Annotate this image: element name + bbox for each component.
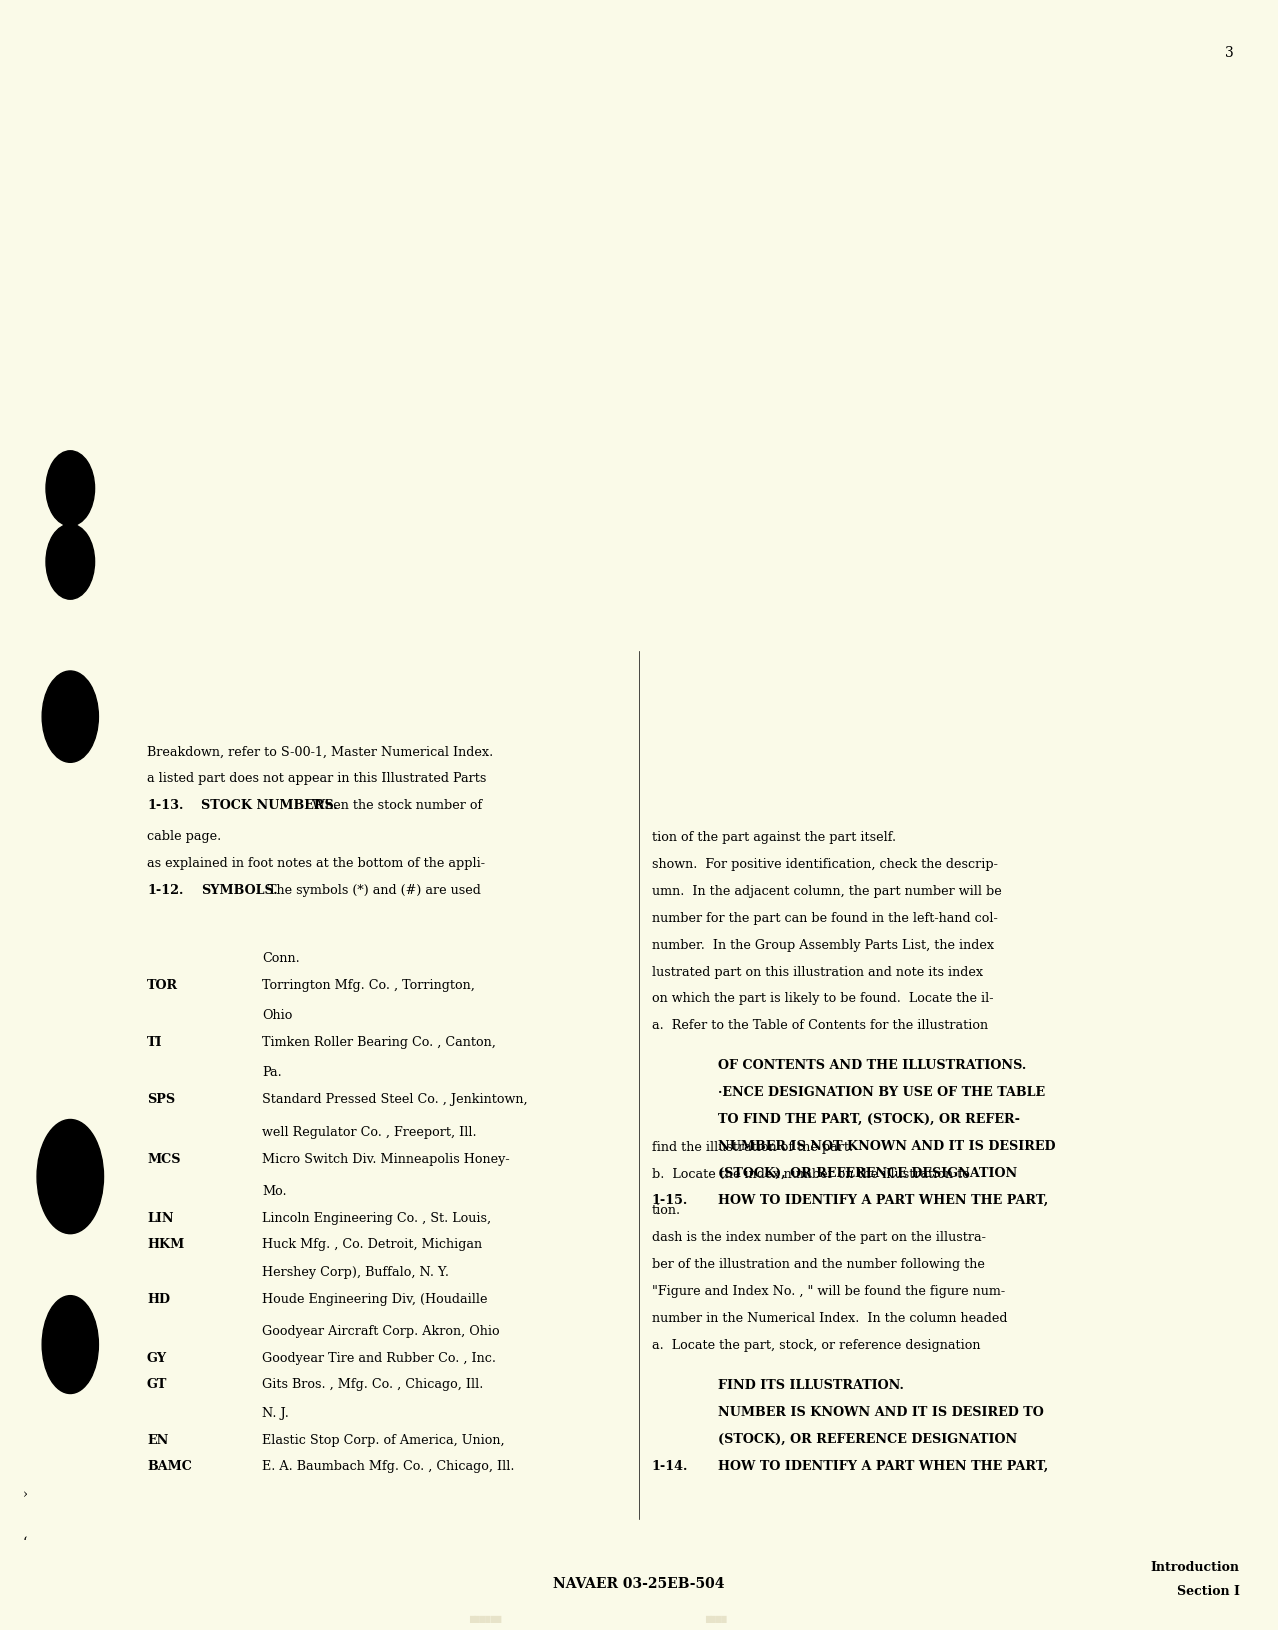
- Text: Torrington Mfg. Co. , Torrington,: Torrington Mfg. Co. , Torrington,: [262, 978, 475, 991]
- Text: NAVAER 03-25EB-504: NAVAER 03-25EB-504: [553, 1576, 725, 1591]
- Text: 1-13.: 1-13.: [147, 799, 183, 812]
- Text: ‘: ‘: [23, 1535, 27, 1550]
- Text: find the illustration of the part.: find the illustration of the part.: [652, 1139, 852, 1152]
- Text: SPS: SPS: [147, 1092, 175, 1105]
- Text: Lincoln Engineering Co. , St. Louis,: Lincoln Engineering Co. , St. Louis,: [262, 1211, 491, 1224]
- Ellipse shape: [42, 672, 98, 763]
- Text: Mo.: Mo.: [262, 1183, 286, 1196]
- Text: HKM: HKM: [147, 1237, 184, 1250]
- Text: When the stock number of: When the stock number of: [304, 799, 483, 812]
- Text: Conn.: Conn.: [262, 952, 300, 963]
- Text: EN: EN: [147, 1433, 169, 1446]
- Text: GY: GY: [147, 1351, 167, 1364]
- Text: lustrated part on this illustration and note its index: lustrated part on this illustration and …: [652, 965, 983, 978]
- Text: E. A. Baumbach Mfg. Co. , Chicago, Ill.: E. A. Baumbach Mfg. Co. , Chicago, Ill.: [262, 1459, 515, 1472]
- Text: TOR: TOR: [147, 978, 178, 991]
- Text: number.  In the Group Assembly Parts List, the index: number. In the Group Assembly Parts List…: [652, 937, 994, 950]
- Text: ›: ›: [23, 1487, 28, 1500]
- Text: well Regulator Co. , Freeport, Ill.: well Regulator Co. , Freeport, Ill.: [262, 1125, 477, 1138]
- Text: TO FIND THE PART, (STOCK), OR REFER-: TO FIND THE PART, (STOCK), OR REFER-: [718, 1112, 1020, 1125]
- Text: Section I: Section I: [1177, 1584, 1240, 1597]
- Text: Huck Mfg. , Co. Detroit, Michigan: Huck Mfg. , Co. Detroit, Michigan: [262, 1237, 482, 1250]
- Text: FIND ITS ILLUSTRATION.: FIND ITS ILLUSTRATION.: [718, 1379, 904, 1390]
- Text: Hershey Corp), Buffalo, N. Y.: Hershey Corp), Buffalo, N. Y.: [262, 1265, 449, 1278]
- Text: as explained in foot notes at the bottom of the appli-: as explained in foot notes at the bottom…: [147, 857, 484, 869]
- Text: 3: 3: [1224, 46, 1233, 60]
- Text: HOW TO IDENTIFY A PART WHEN THE PART,: HOW TO IDENTIFY A PART WHEN THE PART,: [718, 1459, 1048, 1472]
- Text: 1-14.: 1-14.: [652, 1459, 688, 1472]
- Text: Ohio: Ohio: [262, 1007, 293, 1020]
- Text: Elastic Stop Corp. of America, Union,: Elastic Stop Corp. of America, Union,: [262, 1433, 505, 1446]
- Text: LIN: LIN: [147, 1211, 174, 1224]
- Text: Pa.: Pa.: [262, 1066, 281, 1077]
- Text: Standard Pressed Steel Co. , Jenkintown,: Standard Pressed Steel Co. , Jenkintown,: [262, 1092, 528, 1105]
- Text: NUMBER IS NOT KNOWN AND IT IS DESIRED: NUMBER IS NOT KNOWN AND IT IS DESIRED: [718, 1139, 1056, 1152]
- Text: a.  Locate the part, stock, or reference designation: a. Locate the part, stock, or reference …: [652, 1338, 980, 1351]
- Text: (STOCK), OR REFERENCE DESIGNATION: (STOCK), OR REFERENCE DESIGNATION: [718, 1433, 1017, 1444]
- Text: Gits Bros. , Mfg. Co. , Chicago, Ill.: Gits Bros. , Mfg. Co. , Chicago, Ill.: [262, 1377, 483, 1390]
- Text: MCS: MCS: [147, 1152, 180, 1165]
- Text: HOW TO IDENTIFY A PART WHEN THE PART,: HOW TO IDENTIFY A PART WHEN THE PART,: [718, 1193, 1048, 1206]
- Text: cable page.: cable page.: [147, 830, 221, 843]
- Ellipse shape: [37, 1120, 104, 1234]
- Text: number for the part can be found in the left-hand col-: number for the part can be found in the …: [652, 911, 998, 924]
- Text: N. J.: N. J.: [262, 1405, 289, 1418]
- Ellipse shape: [42, 1296, 98, 1394]
- Text: number in the Numerical Index.  In the column headed: number in the Numerical Index. In the co…: [652, 1311, 1007, 1324]
- Ellipse shape: [46, 525, 95, 600]
- Text: tion.: tion.: [652, 1203, 681, 1216]
- Text: shown.  For positive identification, check the descrip-: shown. For positive identification, chec…: [652, 857, 998, 870]
- Text: ██████: ██████: [469, 1614, 502, 1622]
- Text: Houde Engineering Div, (Houdaille: Houde Engineering Div, (Houdaille: [262, 1293, 487, 1306]
- Text: ·ENCE DESIGNATION BY USE OF THE TABLE: ·ENCE DESIGNATION BY USE OF THE TABLE: [718, 1086, 1045, 1099]
- Text: 1-15.: 1-15.: [652, 1193, 688, 1206]
- Text: "Figure and Index No. , " will be found the figure num-: "Figure and Index No. , " will be found …: [652, 1284, 1005, 1297]
- Text: Introduction: Introduction: [1150, 1560, 1240, 1573]
- Text: (STOCK), OR REFERENCE DESIGNATION: (STOCK), OR REFERENCE DESIGNATION: [718, 1167, 1017, 1178]
- Text: GT: GT: [147, 1377, 167, 1390]
- Text: Goodyear Aircraft Corp. Akron, Ohio: Goodyear Aircraft Corp. Akron, Ohio: [262, 1324, 500, 1337]
- Text: Breakdown, refer to S-00-1, Master Numerical Index.: Breakdown, refer to S-00-1, Master Numer…: [147, 745, 493, 758]
- Text: ber of the illustration and the number following the: ber of the illustration and the number f…: [652, 1258, 984, 1270]
- Text: tion of the part against the part itself.: tion of the part against the part itself…: [652, 830, 896, 843]
- Text: dash is the index number of the part on the illustra-: dash is the index number of the part on …: [652, 1231, 985, 1244]
- Text: a.  Refer to the Table of Contents for the illustration: a. Refer to the Table of Contents for th…: [652, 1019, 988, 1032]
- Text: 1-12.: 1-12.: [147, 883, 183, 896]
- Text: The symbols (*) and (#) are used: The symbols (*) and (#) are used: [259, 883, 481, 896]
- Text: HD: HD: [147, 1293, 170, 1306]
- Text: Timken Roller Bearing Co. , Canton,: Timken Roller Bearing Co. , Canton,: [262, 1035, 496, 1048]
- Text: a listed part does not appear in this Illustrated Parts: a listed part does not appear in this Il…: [147, 773, 487, 784]
- Text: OF CONTENTS AND THE ILLUSTRATIONS.: OF CONTENTS AND THE ILLUSTRATIONS.: [718, 1060, 1026, 1071]
- Text: Micro Switch Div. Minneapolis Honey-: Micro Switch Div. Minneapolis Honey-: [262, 1152, 510, 1165]
- Text: SYMBOLS.: SYMBOLS.: [201, 883, 277, 896]
- Ellipse shape: [46, 452, 95, 526]
- Text: on which the part is likely to be found.  Locate the il-: on which the part is likely to be found.…: [652, 991, 993, 1004]
- Text: NUMBER IS KNOWN AND IT IS DESIRED TO: NUMBER IS KNOWN AND IT IS DESIRED TO: [718, 1405, 1044, 1418]
- Text: STOCK NUMBERS.: STOCK NUMBERS.: [201, 799, 337, 812]
- Text: TI: TI: [147, 1035, 162, 1048]
- Text: Goodyear Tire and Rubber Co. , Inc.: Goodyear Tire and Rubber Co. , Inc.: [262, 1351, 496, 1364]
- Text: b.  Locate the index number on the illustration to: b. Locate the index number on the illust…: [652, 1167, 970, 1180]
- Text: BAMC: BAMC: [147, 1459, 192, 1472]
- Text: umn.  In the adjacent column, the part number will be: umn. In the adjacent column, the part nu…: [652, 883, 1002, 896]
- Text: ████: ████: [705, 1614, 726, 1622]
